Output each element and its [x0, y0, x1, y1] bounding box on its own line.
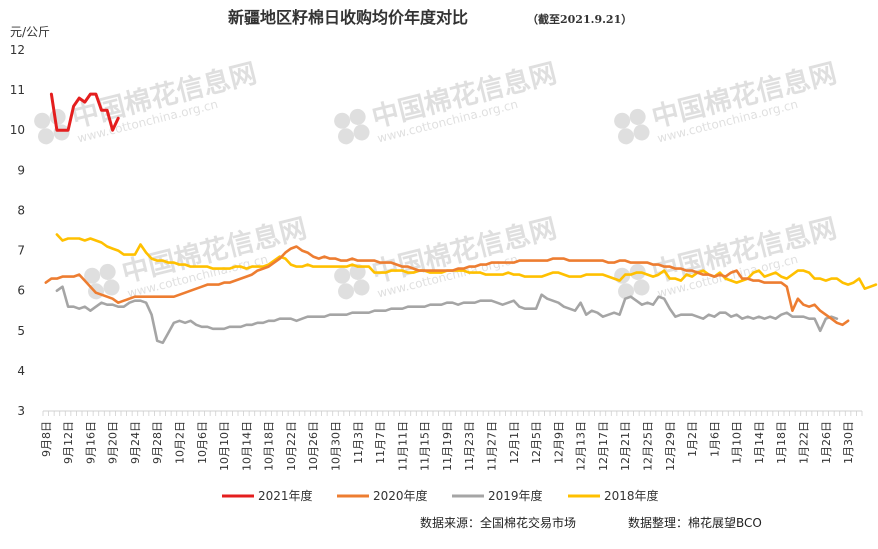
x-tick-label: 10月22日 — [285, 421, 298, 471]
y-tick-label: 4 — [17, 364, 25, 378]
x-tick-label: 9月8日 — [40, 421, 53, 457]
y-tick-label: 3 — [17, 404, 25, 418]
y-tick-label: 9 — [17, 163, 25, 177]
legend-item: 2018年度 — [568, 488, 659, 503]
watermark-logo-icon — [334, 108, 370, 145]
chart-title: 新疆地区籽棉日收购均价年度对比 （截至2021.9.21） — [228, 8, 632, 27]
y-tick-label: 7 — [17, 244, 25, 258]
x-tick-label: 11月15日 — [419, 421, 432, 471]
legend-item: 2021年度 — [222, 488, 313, 503]
watermark-logo-icon — [614, 263, 650, 300]
x-tick-label: 10月2日 — [174, 421, 187, 464]
x-tick-label: 9月12日 — [62, 421, 75, 464]
legend-label: 2021年度 — [258, 488, 313, 503]
x-tick-label: 1月14日 — [753, 421, 766, 464]
data-source-note: 数据来源：全国棉花交易市场 — [420, 515, 576, 530]
x-tick-label: 1月6日 — [708, 421, 721, 457]
legend-label: 2020年度 — [373, 488, 428, 503]
x-tick-label: 12月1日 — [508, 421, 521, 464]
x-tick-label: 9月24日 — [129, 421, 142, 464]
x-tick-label: 12月9日 — [552, 421, 565, 464]
x-tick-label: 12月29日 — [664, 421, 677, 471]
x-tick-label: 11月19日 — [441, 421, 454, 471]
x-tick-label: 11月11日 — [396, 421, 409, 471]
series-line-2018年度 — [55, 233, 878, 291]
y-tick-label: 11 — [10, 83, 25, 97]
watermark-logo-icon — [334, 263, 370, 300]
y-axis-unit-label: 元/公斤 — [10, 25, 50, 39]
x-tick-label: 9月16日 — [84, 421, 97, 464]
x-tick-label: 11月3日 — [352, 421, 365, 464]
y-tick-label: 8 — [17, 203, 25, 217]
x-tick-label: 1月30日 — [842, 421, 855, 464]
x-tick-label: 12月13日 — [575, 421, 588, 471]
data-compiler-note: 数据整理：棉花展望BCO — [628, 515, 762, 530]
x-axis — [42, 410, 863, 416]
legend-label: 2019年度 — [488, 488, 543, 503]
x-tick-label: 12月21日 — [619, 421, 632, 471]
x-tick-label: 1月18日 — [775, 421, 788, 464]
x-tick-label: 9月28日 — [151, 421, 164, 464]
y-tick-label: 10 — [10, 123, 25, 137]
x-axis-tick-labels: 9月8日 9月12日 9月16日 9月20日 9月24日 9月28日 10月2日 10月6日 1… — [40, 421, 855, 471]
x-tick-label: 9月20日 — [107, 421, 120, 464]
legend-label: 2018年度 — [604, 488, 659, 503]
x-tick-label: 1月2日 — [686, 421, 699, 457]
series-lines — [44, 92, 878, 345]
chart-title-text: 新疆地区籽棉日收购均价年度对比 — [228, 8, 468, 27]
x-tick-label: 10月30日 — [330, 421, 343, 471]
x-tick-label: 11月27日 — [486, 421, 499, 471]
y-axis-ticks: 3 4 5 6 7 8 9 10 11 12 — [10, 43, 25, 418]
x-tick-label: 11月23日 — [463, 421, 476, 471]
x-tick-label: 11月7日 — [374, 421, 387, 464]
series-line-2019年度 — [55, 285, 839, 345]
legend: 2021年度 2020年度 2019年度 2018年度 — [222, 488, 659, 503]
series-line-2021年度 — [49, 92, 120, 132]
x-tick-label: 10月10日 — [218, 421, 231, 471]
x-tick-label: 12月17日 — [597, 421, 610, 471]
watermark-logo-icon — [614, 108, 650, 145]
x-tick-label: 10月6日 — [196, 421, 209, 464]
x-tick-label: 1月26日 — [820, 421, 833, 464]
x-tick-label: 10月26日 — [307, 421, 320, 471]
y-tick-label: 5 — [17, 324, 25, 338]
x-tick-label: 1月22日 — [798, 421, 811, 464]
x-tick-label: 10月14日 — [240, 421, 253, 471]
x-tick-label: 12月25日 — [642, 421, 655, 471]
legend-item: 2020年度 — [337, 488, 428, 503]
x-tick-label: 10月18日 — [263, 421, 276, 471]
y-tick-label: 12 — [10, 43, 25, 57]
legend-item: 2019年度 — [452, 488, 543, 503]
x-tick-label: 12月5日 — [530, 421, 543, 464]
y-tick-label: 6 — [17, 284, 25, 298]
x-tick-label: 1月10日 — [731, 421, 744, 464]
chart-subtitle-text: （截至2021.9.21） — [527, 12, 632, 26]
series-line-2020年度 — [44, 245, 850, 327]
watermark-logo-icon — [34, 108, 70, 145]
